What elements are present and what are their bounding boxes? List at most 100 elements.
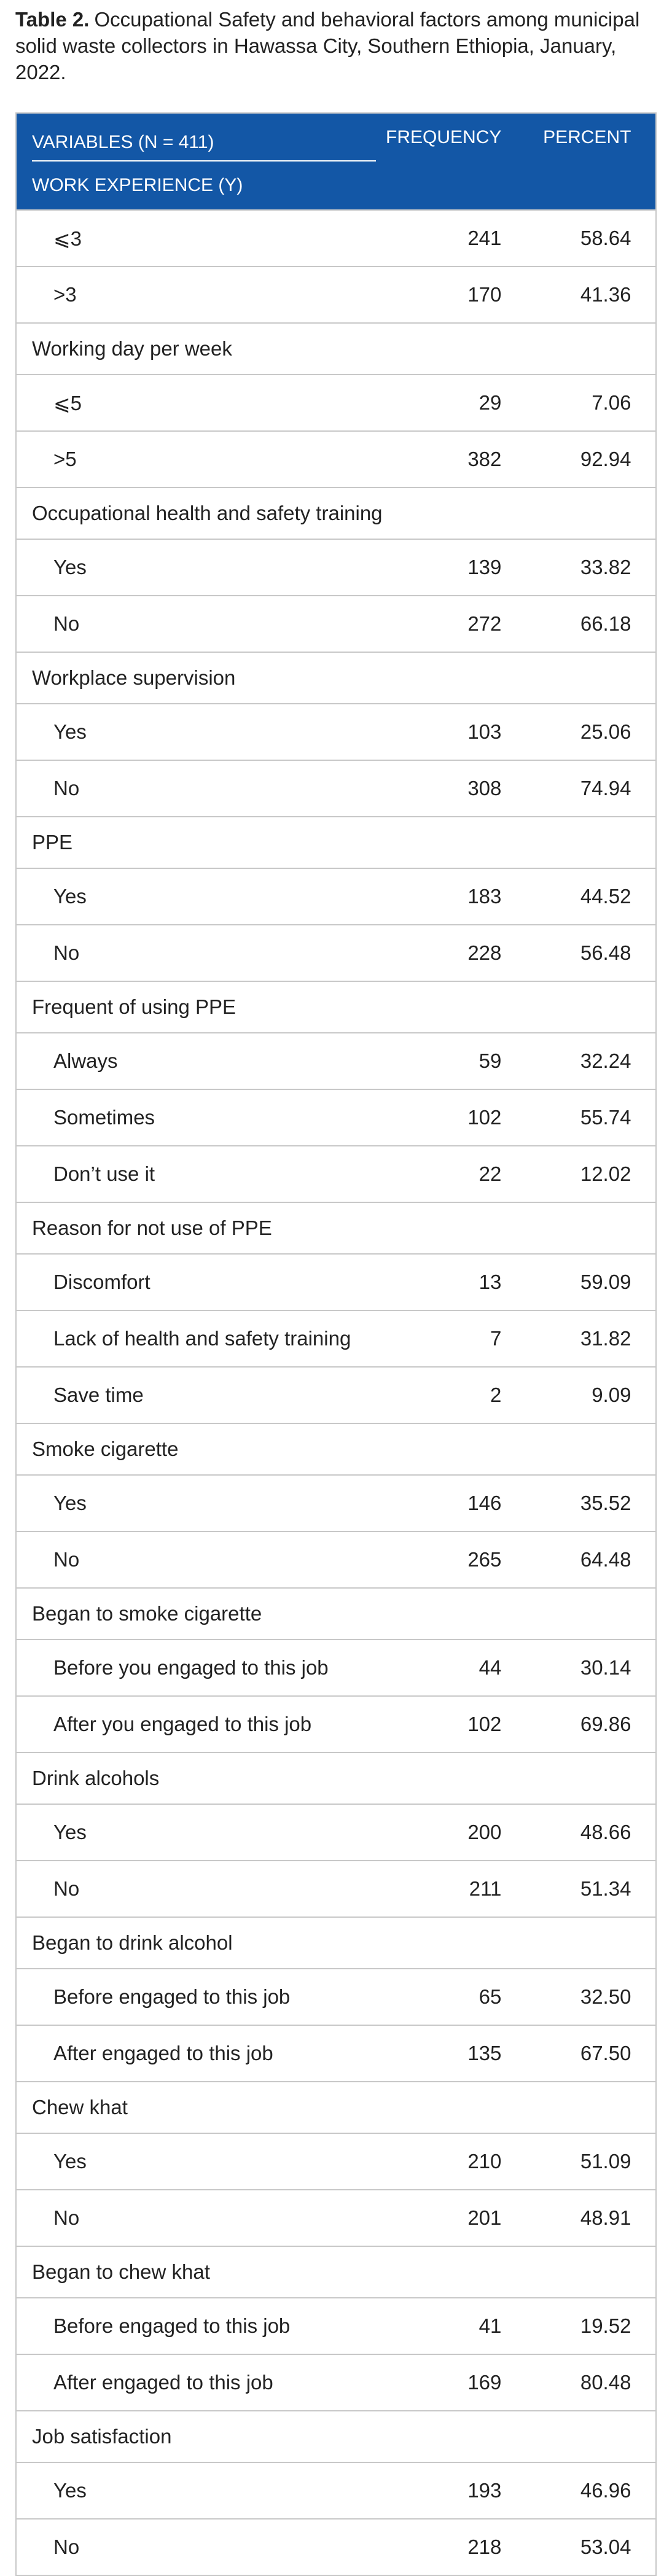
frequency: 102 xyxy=(386,1089,502,1146)
item-row: No 272 66.18 xyxy=(16,595,656,652)
item-label: No xyxy=(16,2189,386,2246)
item-label: No xyxy=(16,924,386,981)
frequency: 146 xyxy=(386,1474,502,1531)
frequency: 218 xyxy=(386,2518,502,2575)
percent: 55.74 xyxy=(501,1089,631,1146)
item-label: No xyxy=(16,760,386,817)
frequency: 272 xyxy=(386,595,502,652)
frequency: 241 xyxy=(386,209,502,267)
pad xyxy=(631,2354,656,2411)
item-row: No 228 56.48 xyxy=(16,924,656,981)
item-label: Yes xyxy=(16,868,386,925)
item-label: Before engaged to this job xyxy=(16,1968,386,2025)
header-frequency: FREQUENCY xyxy=(386,113,502,161)
item-row: Discomfort 13 59.09 xyxy=(16,1253,656,1310)
percent: 51.34 xyxy=(501,1860,631,1917)
header-percent: PERCENT xyxy=(501,113,631,161)
item-row: Don’t use it 22 12.02 xyxy=(16,1145,656,1202)
table-body: VARIABLES (N = 411) FREQUENCY PERCENT WO… xyxy=(16,113,656,2575)
frequency: 65 xyxy=(386,1968,502,2025)
frequency: 139 xyxy=(386,539,502,596)
item-row: Lack of health and safety training 7 31.82 xyxy=(16,1310,656,1367)
group-row: Began to smoke cigarette xyxy=(16,1587,656,1640)
item-label: Yes xyxy=(16,1804,386,1861)
item-row: Before you engaged to this job 44 30.14 xyxy=(16,1639,656,1696)
percent: 53.04 xyxy=(501,2518,631,2575)
caption-label: Table 2. xyxy=(15,8,90,31)
pad xyxy=(631,1531,656,1588)
item-label: ⩽5 xyxy=(16,374,386,431)
frequency: 169 xyxy=(386,2354,502,2411)
pad xyxy=(631,1860,656,1917)
group-row: PPE xyxy=(16,816,656,868)
group-row: Job satisfaction xyxy=(16,2410,656,2462)
frequency: 201 xyxy=(386,2189,502,2246)
pad xyxy=(631,703,656,760)
pad xyxy=(631,760,656,817)
group-label: Smoke cigarette xyxy=(16,1423,656,1475)
subheader: WORK EXPERIENCE (Y) xyxy=(16,161,656,210)
item-label: After engaged to this job xyxy=(16,2354,386,2411)
frequency: 228 xyxy=(386,924,502,981)
pad xyxy=(631,1695,656,1753)
percent: 92.94 xyxy=(501,430,631,488)
item-row: >5 382 92.94 xyxy=(16,430,656,488)
group-label: PPE xyxy=(16,816,656,868)
frequency: 44 xyxy=(386,1639,502,1696)
frequency: 308 xyxy=(386,760,502,817)
frequency: 29 xyxy=(386,374,502,431)
header-cell: VARIABLES (N = 411) xyxy=(16,113,386,161)
item-label: No xyxy=(16,2518,386,2575)
group-label: Workplace supervision xyxy=(16,652,656,704)
pad xyxy=(631,1310,656,1367)
item-row: Yes 210 51.09 xyxy=(16,2133,656,2190)
pad xyxy=(631,1032,656,1089)
percent: 66.18 xyxy=(501,595,631,652)
item-label: After engaged to this job xyxy=(16,2025,386,2082)
item-row: No 211 51.34 xyxy=(16,1860,656,1917)
item-row: Sometimes 102 55.74 xyxy=(16,1089,656,1146)
frequency: 102 xyxy=(386,1695,502,1753)
group-label: Reason for not use of PPE xyxy=(16,1202,656,1254)
pad xyxy=(631,2189,656,2246)
group-label: Drink alcohols xyxy=(16,1752,656,1804)
item-row: Yes 183 44.52 xyxy=(16,868,656,925)
group-label: Began to chew khat xyxy=(16,2246,656,2298)
item-row: Yes 146 35.52 xyxy=(16,1474,656,1531)
percent: 12.02 xyxy=(501,1145,631,1202)
pad xyxy=(631,1968,656,2025)
table-caption: Table 2. Occupational Safety and behavior… xyxy=(15,6,657,85)
item-label: Sometimes xyxy=(16,1089,386,1146)
frequency: 183 xyxy=(386,868,502,925)
frequency: 211 xyxy=(386,1860,502,1917)
pad xyxy=(631,209,656,267)
header-row: VARIABLES (N = 411) FREQUENCY PERCENT xyxy=(16,113,656,161)
frequency: 2 xyxy=(386,1366,502,1423)
item-label: Discomfort xyxy=(16,1253,386,1310)
item-row: ⩽3 241 58.64 xyxy=(16,209,656,267)
item-label: No xyxy=(16,595,386,652)
pad xyxy=(631,1804,656,1861)
percent: 51.09 xyxy=(501,2133,631,2190)
percent: 48.91 xyxy=(501,2189,631,2246)
percent: 35.52 xyxy=(501,1474,631,1531)
percent: 46.96 xyxy=(501,2462,631,2519)
group-row: Frequent of using PPE xyxy=(16,981,656,1033)
frequency: 13 xyxy=(386,1253,502,1310)
pad xyxy=(631,539,656,596)
item-label: No xyxy=(16,1531,386,1588)
frequency: 265 xyxy=(386,1531,502,1588)
subheader-row: WORK EXPERIENCE (Y) xyxy=(16,161,656,210)
item-label: Yes xyxy=(16,2462,386,2519)
item-label: Yes xyxy=(16,703,386,760)
frequency: 22 xyxy=(386,1145,502,1202)
item-row: ⩽5 29 7.06 xyxy=(16,374,656,431)
pad xyxy=(631,2133,656,2190)
group-label: Began to drink alcohol xyxy=(16,1916,656,1969)
pad xyxy=(631,2297,656,2354)
item-label: Save time xyxy=(16,1366,386,1423)
pad xyxy=(631,1253,656,1310)
percent: 33.82 xyxy=(501,539,631,596)
item-row: Yes 103 25.06 xyxy=(16,703,656,760)
pad xyxy=(631,1366,656,1423)
